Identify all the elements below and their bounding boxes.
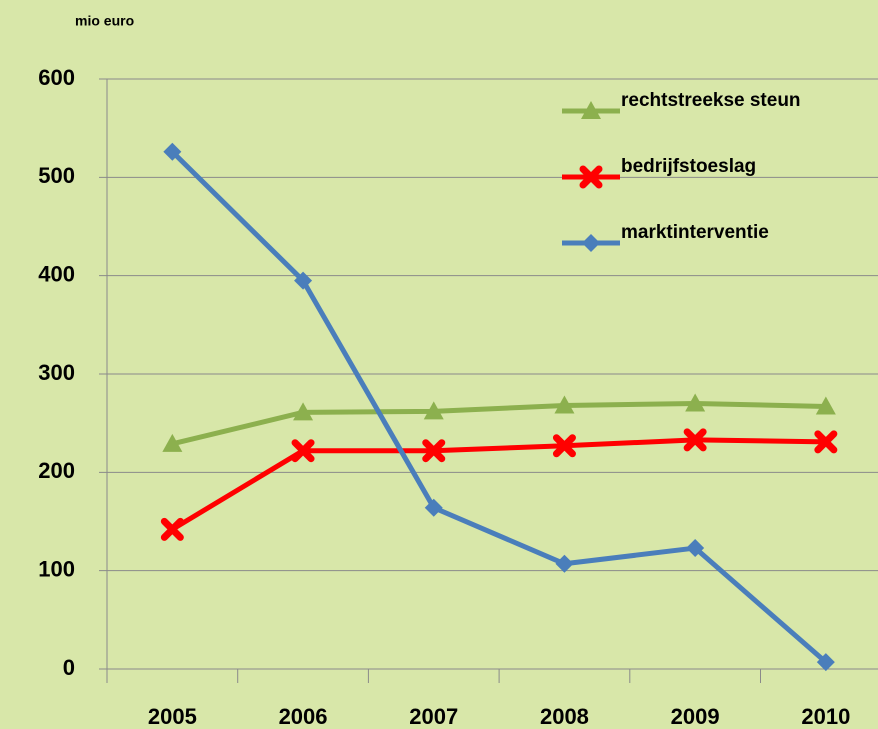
y-tick-label: 100 <box>38 556 75 581</box>
y-tick-label: 300 <box>38 360 75 385</box>
x-tick-label: 2007 <box>409 704 458 729</box>
marker <box>581 101 601 119</box>
x-tick-label: 2006 <box>279 704 328 729</box>
line <box>170 149 828 665</box>
marker <box>294 271 313 290</box>
x-tick-label: 2010 <box>801 704 850 729</box>
y-tick-label: 500 <box>38 163 75 188</box>
line <box>171 437 826 532</box>
x-tick-label: 2005 <box>148 704 197 729</box>
y-axis-label: mio euro <box>75 13 134 29</box>
marker <box>552 434 576 458</box>
legend-item: bedrijfstoeslag <box>562 156 756 189</box>
y-tick-label: 600 <box>38 65 75 90</box>
marker <box>160 517 184 541</box>
marker <box>685 393 706 412</box>
series <box>163 142 835 672</box>
marker <box>686 539 705 558</box>
x-tick-label: 2009 <box>671 704 720 729</box>
marker <box>555 554 574 573</box>
marker <box>815 396 836 415</box>
legend-item: rechtstreekse steun <box>562 90 801 119</box>
marker <box>291 439 315 463</box>
marker <box>423 401 444 420</box>
marker <box>816 653 835 672</box>
y-tick-label: 0 <box>63 655 75 680</box>
marker <box>579 165 603 189</box>
marker <box>683 428 707 452</box>
marker <box>162 433 183 452</box>
legend-label: marktinterventie <box>621 222 769 243</box>
line <box>171 401 826 447</box>
y-tick-label: 200 <box>38 458 75 483</box>
legend-item: marktinterventie <box>562 222 769 252</box>
marker <box>554 395 575 414</box>
marker <box>293 402 314 421</box>
series <box>160 428 838 541</box>
legend-label: rechtstreekse steun <box>621 90 801 111</box>
marker <box>424 498 443 517</box>
marker <box>422 439 446 463</box>
marker <box>814 430 838 454</box>
marker <box>163 142 182 161</box>
x-tick-label: 2008 <box>540 704 589 729</box>
y-tick-label: 400 <box>38 261 75 286</box>
series <box>162 393 836 452</box>
marker <box>582 234 600 252</box>
legend-label: bedrijfstoeslag <box>621 156 756 177</box>
